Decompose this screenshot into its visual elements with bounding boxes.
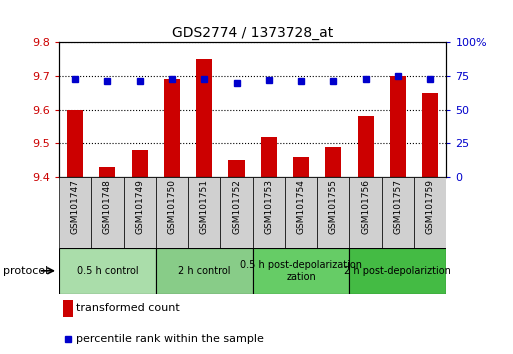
Text: GSM101759: GSM101759 [426,179,435,234]
Bar [67,110,83,177]
Text: GSM101748: GSM101748 [103,179,112,234]
Text: 2 h post-depolariztion: 2 h post-depolariztion [344,266,451,276]
Bar [414,177,446,248]
Bar [156,177,188,248]
Text: transformed count: transformed count [76,303,180,313]
Text: 0.5 h post-depolarization
zation: 0.5 h post-depolarization zation [240,260,362,282]
Bar [325,147,342,177]
Bar [228,160,245,177]
Text: GSM101752: GSM101752 [232,179,241,234]
Bar [422,93,438,177]
Bar [390,76,406,177]
Bar [252,248,349,294]
Text: 0.5 h control: 0.5 h control [76,266,138,276]
Bar [293,157,309,177]
Bar [285,177,317,248]
Text: GSM101753: GSM101753 [264,179,273,234]
Bar [221,177,252,248]
Text: GSM101754: GSM101754 [297,179,306,234]
Bar [317,177,349,248]
Bar [382,177,414,248]
Bar [132,150,148,177]
Bar [358,116,373,177]
Text: GSM101756: GSM101756 [361,179,370,234]
Text: GSM101751: GSM101751 [200,179,209,234]
Bar [59,177,91,248]
Text: GSM101755: GSM101755 [329,179,338,234]
Text: GSM101747: GSM101747 [71,179,80,234]
Bar [164,79,180,177]
Bar [59,248,156,294]
Bar [91,177,124,248]
Bar [349,248,446,294]
Bar [349,177,382,248]
Text: GSM101749: GSM101749 [135,179,144,234]
Text: percentile rank within the sample: percentile rank within the sample [76,334,264,344]
Text: GSM101757: GSM101757 [393,179,402,234]
Bar [252,177,285,248]
Bar [100,167,115,177]
Bar [196,59,212,177]
Bar [188,177,221,248]
Title: GDS2774 / 1373728_at: GDS2774 / 1373728_at [172,26,333,40]
Bar [124,177,156,248]
Bar [156,248,252,294]
Text: GSM101750: GSM101750 [167,179,176,234]
Bar [261,137,277,177]
Text: 2 h control: 2 h control [178,266,230,276]
Bar [63,300,72,317]
Text: protocol: protocol [3,266,48,276]
